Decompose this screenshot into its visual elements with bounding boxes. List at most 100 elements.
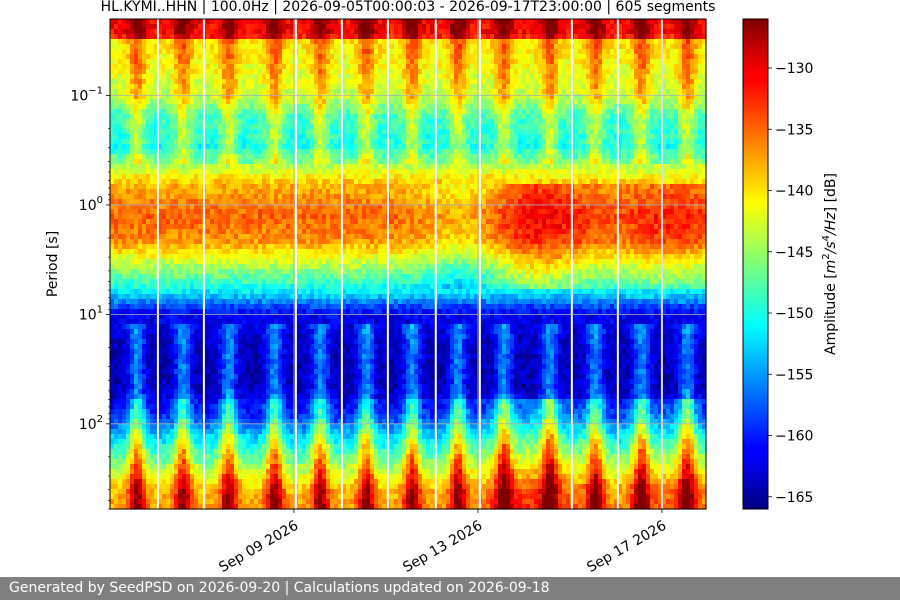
heatmap-cell <box>302 269 307 275</box>
heatmap-cell <box>274 29 279 35</box>
heatmap-cell <box>266 314 271 320</box>
heatmap-cell <box>118 149 123 155</box>
heatmap-cell <box>242 484 247 490</box>
heatmap-cell <box>254 189 259 195</box>
heatmap-cell <box>134 309 139 315</box>
heatmap-cell <box>178 479 183 485</box>
heatmap-cell <box>206 134 211 140</box>
heatmap-cell <box>158 184 163 190</box>
heatmap-cell <box>122 94 127 100</box>
heatmap-cell <box>214 364 219 370</box>
heatmap-cell <box>226 319 231 325</box>
heatmap-cell <box>154 319 159 325</box>
heatmap-cell <box>234 449 239 455</box>
heatmap-cell <box>250 294 255 300</box>
heatmap-cell <box>174 339 179 345</box>
heatmap-cell <box>158 144 163 150</box>
heatmap-cell <box>250 359 255 365</box>
heatmap-cell <box>218 364 223 370</box>
heatmap-cell <box>174 429 179 435</box>
heatmap-cell <box>226 329 231 335</box>
heatmap-cell <box>214 119 219 125</box>
heatmap-cell <box>230 274 235 280</box>
heatmap-cell <box>150 154 155 160</box>
heatmap-cell <box>206 374 211 380</box>
heatmap-cell <box>286 439 291 445</box>
heatmap-cell <box>302 354 307 360</box>
heatmap-cell <box>242 194 247 200</box>
heatmap-cell <box>310 194 315 200</box>
heatmap-cell <box>206 129 211 135</box>
heatmap-cell <box>282 449 287 455</box>
heatmap-cell <box>178 174 183 180</box>
heatmap-cell <box>242 94 247 100</box>
heatmap-cell <box>254 354 259 360</box>
heatmap-cell <box>146 349 151 355</box>
heatmap-cell <box>234 439 239 445</box>
heatmap-cell <box>270 134 275 140</box>
heatmap-cell <box>166 169 171 175</box>
heatmap-cell <box>250 319 255 325</box>
heatmap-cell <box>186 464 191 470</box>
heatmap-cell <box>182 294 187 300</box>
heatmap-cell <box>298 64 303 70</box>
heatmap-cell <box>118 69 123 75</box>
heatmap-cell <box>186 224 191 230</box>
heatmap-cell <box>302 99 307 105</box>
heatmap-cell <box>154 454 159 460</box>
heatmap-cell <box>150 94 155 100</box>
heatmap-cell <box>138 404 143 410</box>
heatmap-cell <box>130 279 135 285</box>
heatmap-cell <box>282 494 287 500</box>
heatmap-cell <box>258 199 263 205</box>
heatmap-cell <box>110 389 115 395</box>
heatmap-cell <box>174 329 179 335</box>
heatmap-cell <box>218 129 223 135</box>
heatmap-cell <box>118 144 123 150</box>
heatmap-cell <box>130 449 135 455</box>
heatmap-cell <box>186 394 191 400</box>
heatmap-cell <box>206 94 211 100</box>
heatmap-cell <box>210 269 215 275</box>
heatmap-cell <box>130 174 135 180</box>
heatmap-cell <box>166 19 171 25</box>
heatmap-cell <box>146 314 151 320</box>
heatmap-cell <box>274 94 279 100</box>
heatmap-cell <box>242 474 247 480</box>
heatmap-cell <box>174 74 179 80</box>
heatmap-cell <box>298 479 303 485</box>
heatmap-cell <box>214 169 219 175</box>
heatmap-cell <box>234 339 239 345</box>
heatmap-cell <box>262 149 267 155</box>
heatmap-cell <box>174 129 179 135</box>
heatmap-cell <box>158 264 163 270</box>
heatmap-cell <box>298 434 303 440</box>
heatmap-cell <box>190 449 195 455</box>
heatmap-cell <box>210 439 215 445</box>
heatmap-cell <box>118 79 123 85</box>
heatmap-cell <box>222 424 227 430</box>
heatmap-cell <box>266 179 271 185</box>
heatmap-cell <box>174 24 179 30</box>
heatmap-cell <box>150 134 155 140</box>
heatmap-cell <box>198 24 203 30</box>
heatmap-cell <box>126 339 131 345</box>
heatmap-cell <box>206 239 211 245</box>
heatmap-cell <box>246 499 251 505</box>
heatmap-cell <box>298 29 303 35</box>
heatmap-cell <box>182 379 187 385</box>
heatmap-cell <box>118 154 123 160</box>
heatmap-cell <box>250 284 255 290</box>
heatmap-cell <box>310 54 315 60</box>
heatmap-cell <box>298 39 303 45</box>
heatmap-cell <box>122 444 127 450</box>
heatmap-cell <box>214 329 219 335</box>
heatmap-cell <box>154 479 159 485</box>
heatmap-cell <box>174 44 179 50</box>
heatmap-cell <box>178 154 183 160</box>
heatmap-cell <box>258 144 263 150</box>
heatmap-cell <box>158 254 163 260</box>
heatmap-cell <box>154 29 159 35</box>
heatmap-cell <box>270 304 275 310</box>
heatmap-cell <box>250 484 255 490</box>
